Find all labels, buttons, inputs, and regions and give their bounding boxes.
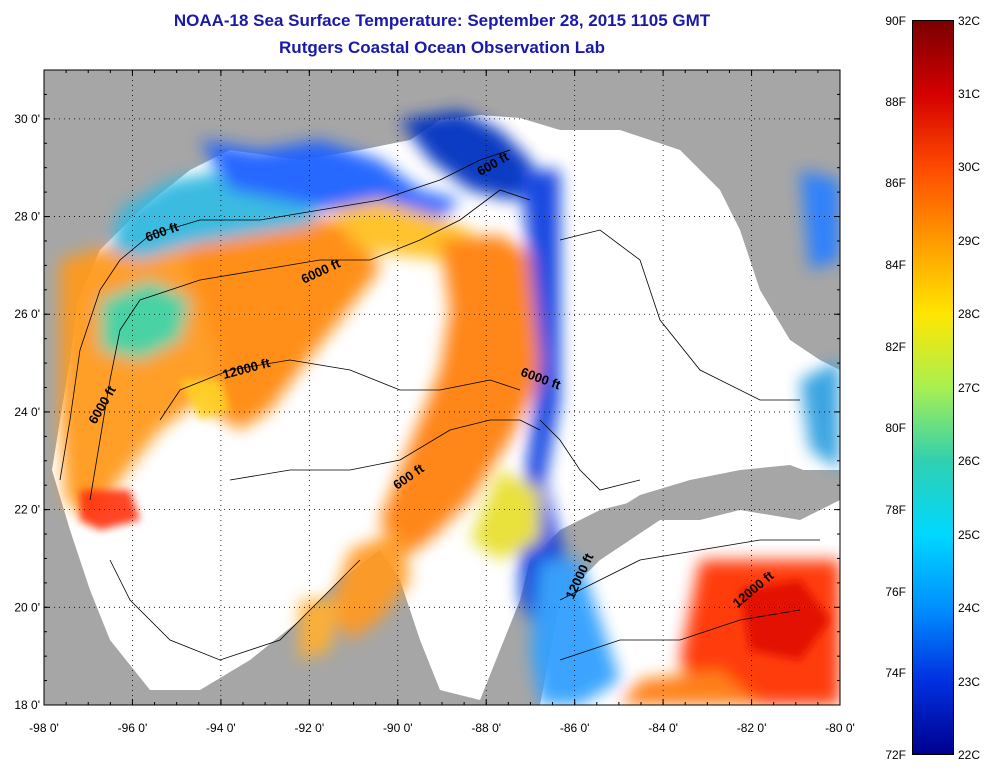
lon-tick-label: -96 0' xyxy=(118,721,148,735)
colorbar-c-label: 29C xyxy=(958,233,981,248)
lon-tick-label: -90 0' xyxy=(383,721,413,735)
lat-tick-label: 30 0' xyxy=(14,112,40,126)
colorbar-f-label: 72F xyxy=(885,748,906,762)
florida-land xyxy=(480,70,840,360)
lat-tick-label: 24 0' xyxy=(14,405,40,419)
colorbar-c-label: 23C xyxy=(958,674,981,689)
colorbar-c-label: 22C xyxy=(958,748,981,762)
depth-contours xyxy=(59,149,820,661)
colorbar-f-label: 76F xyxy=(885,584,906,599)
lon-tick-label: -84 0' xyxy=(648,721,678,735)
lon-tick-label: -82 0' xyxy=(737,721,767,735)
lat-tick-label: 22 0' xyxy=(14,503,40,517)
colorbar-f-label: 82F xyxy=(885,339,906,354)
graticule xyxy=(44,70,840,705)
lon-tick-label: -92 0' xyxy=(295,721,325,735)
colorbar-c-label: 28C xyxy=(958,307,981,321)
colorbar-f-label: 78F xyxy=(885,503,906,517)
colorbar-f-label: 86F xyxy=(885,176,906,191)
colorbar-c-label: 32C xyxy=(958,14,981,28)
lon-tick-label: -80 0' xyxy=(825,721,855,735)
colorbar-c-label: 24C xyxy=(958,601,981,615)
lon-tick-label: -98 0' xyxy=(29,721,59,735)
colorbar-c-label: 25C xyxy=(958,527,981,542)
colorbar-f-label: 88F xyxy=(885,94,906,109)
colorbar-f-label: 84F xyxy=(885,258,906,272)
cuba-land xyxy=(600,465,830,520)
map-title: NOAA-18 Sea Surface Temperature: Septemb… xyxy=(173,11,711,30)
colorbar-c-label: 26C xyxy=(958,454,981,468)
colorbar-f-label: 80F xyxy=(885,421,906,436)
map-subtitle: Rutgers Coastal Ocean Observation Lab xyxy=(279,38,605,57)
lat-tick-label: 28 0' xyxy=(14,210,40,224)
colorbar-f-label: 74F xyxy=(885,666,906,681)
lon-tick-label: -86 0' xyxy=(560,721,590,735)
colorbar-c-label: 31C xyxy=(958,86,981,101)
lon-tick-label: -94 0' xyxy=(206,721,236,735)
colorbar-c-label: 30C xyxy=(958,160,981,174)
lat-tick-label: 20 0' xyxy=(14,600,40,614)
lat-tick-label: 18 0' xyxy=(14,698,40,712)
colorbar-f-label: 90F xyxy=(885,14,906,28)
axis-ticks: -98 0' -96 0' -94 0' -92 0' -90 0' -88 0' -86 … xyxy=(14,69,855,735)
lon-tick-label: -88 0' xyxy=(471,721,501,735)
lat-tick-label: 26 0' xyxy=(14,307,40,321)
temperature-colorbar xyxy=(912,20,954,755)
colorbar-c-label: 27C xyxy=(958,380,981,395)
